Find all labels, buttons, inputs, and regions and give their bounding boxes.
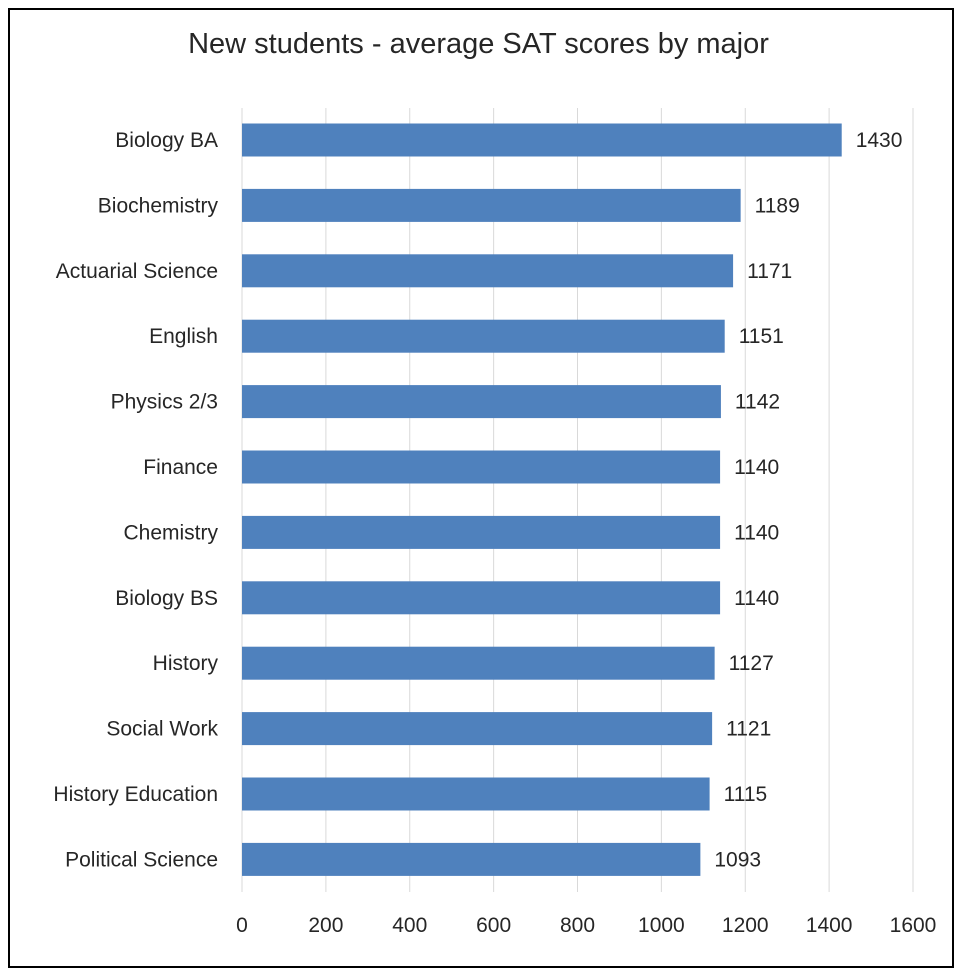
bar (242, 515, 721, 549)
category-label: History (153, 652, 219, 675)
data-label: 1140 (734, 521, 779, 544)
data-label: 1140 (734, 587, 779, 610)
x-tick-label: 200 (308, 914, 343, 937)
x-tick-label: 600 (476, 914, 511, 937)
bar (242, 254, 734, 288)
data-label: 1189 (755, 194, 800, 217)
x-tick-label: 1200 (722, 914, 769, 937)
category-labels: Biology BA Biochemistry Actuarial Science E… (53, 129, 218, 871)
category-label: Biology BS (115, 587, 218, 610)
x-axis-ticks: 0 200 400 600 800 1000 1200 1400 1600 (236, 914, 936, 937)
bar (242, 842, 701, 876)
bar (242, 188, 741, 222)
x-tick-label: 0 (236, 914, 248, 937)
bar (242, 777, 710, 811)
data-label: 1121 (726, 718, 771, 741)
chart-title: New students - average SAT scores by maj… (188, 28, 769, 60)
bar (242, 581, 721, 615)
bar (242, 385, 721, 419)
category-label: Biology BA (115, 129, 218, 152)
x-tick-label: 1600 (890, 914, 937, 937)
data-label: 1171 (747, 260, 792, 283)
data-label: 1151 (739, 325, 784, 348)
x-tick-label: 1400 (806, 914, 853, 937)
bar (242, 450, 721, 484)
x-tick-label: 800 (560, 914, 595, 937)
category-label: Actuarial Science (56, 260, 218, 283)
bar (242, 319, 725, 353)
bar (242, 123, 842, 157)
data-label: 1115 (724, 783, 768, 806)
category-label: Political Science (65, 848, 218, 871)
category-label: Biochemistry (98, 194, 219, 217)
data-label: 1430 (856, 129, 903, 152)
category-label: Finance (143, 456, 218, 479)
bar (242, 646, 715, 680)
category-label: English (149, 325, 218, 348)
data-label: 1142 (735, 391, 780, 414)
bars (242, 123, 842, 876)
x-tick-label: 400 (392, 914, 427, 937)
bar (242, 712, 713, 746)
data-label: 1093 (714, 848, 761, 871)
data-label: 1127 (729, 652, 774, 675)
category-label: Social Work (106, 718, 218, 741)
category-label: Chemistry (123, 521, 218, 544)
data-label: 1140 (734, 456, 779, 479)
value-labels: 1430 1189 1171 1151 1142 1140 1140 1140 1127 1121… (714, 129, 902, 871)
category-label: History Education (53, 783, 218, 806)
gridlines (241, 108, 914, 892)
x-tick-label: 1000 (638, 914, 685, 937)
category-label: Physics 2/3 (111, 391, 218, 414)
